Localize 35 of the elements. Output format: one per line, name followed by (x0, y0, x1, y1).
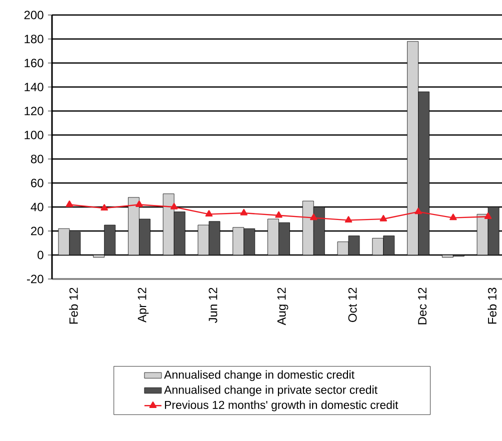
y-tick-label: 200 (24, 10, 44, 20)
y-tick-label: 0 (38, 250, 44, 260)
point (344, 216, 352, 223)
legend-label: Annualised change in domestic credit (164, 370, 354, 382)
point (414, 208, 422, 214)
y-tick-label: 20 (31, 226, 44, 236)
x-tick-label: Oct 12 (348, 288, 357, 322)
y-tick-label: 60 (31, 178, 44, 188)
x-tick-label: Feb 13 (488, 288, 496, 324)
point (275, 211, 282, 218)
point (450, 214, 457, 220)
y-tick-label: 40 (30, 202, 44, 212)
x-tick-label: Feb 12 (69, 288, 78, 324)
y-tick-label: 180 (24, 34, 44, 44)
x-tick-label: Jun 12 (208, 288, 218, 324)
point (66, 200, 74, 207)
y-tick-label: -20 (26, 274, 44, 284)
point (205, 210, 213, 217)
y-tick-label: 140 (24, 82, 44, 92)
point (100, 204, 108, 211)
y-tick-label: 120 (24, 106, 44, 116)
point (380, 214, 388, 222)
y-tick-label: 80 (30, 154, 44, 164)
x-tick-label: Dec 12 (418, 288, 427, 324)
point (484, 212, 492, 219)
y-tick-label: 100 (24, 130, 44, 140)
x-tick-label: Apr 12 (138, 288, 149, 323)
legend-label: Previous 12 months' growth in domestic credit (164, 400, 398, 412)
x-tick-label: Aug 12 (277, 288, 288, 326)
point (170, 202, 178, 210)
y-tick-label: 160 (24, 58, 44, 68)
legend-label: Annualised change in private sector credit (164, 385, 378, 396)
point (310, 214, 318, 220)
point (240, 208, 248, 216)
point (136, 200, 143, 207)
